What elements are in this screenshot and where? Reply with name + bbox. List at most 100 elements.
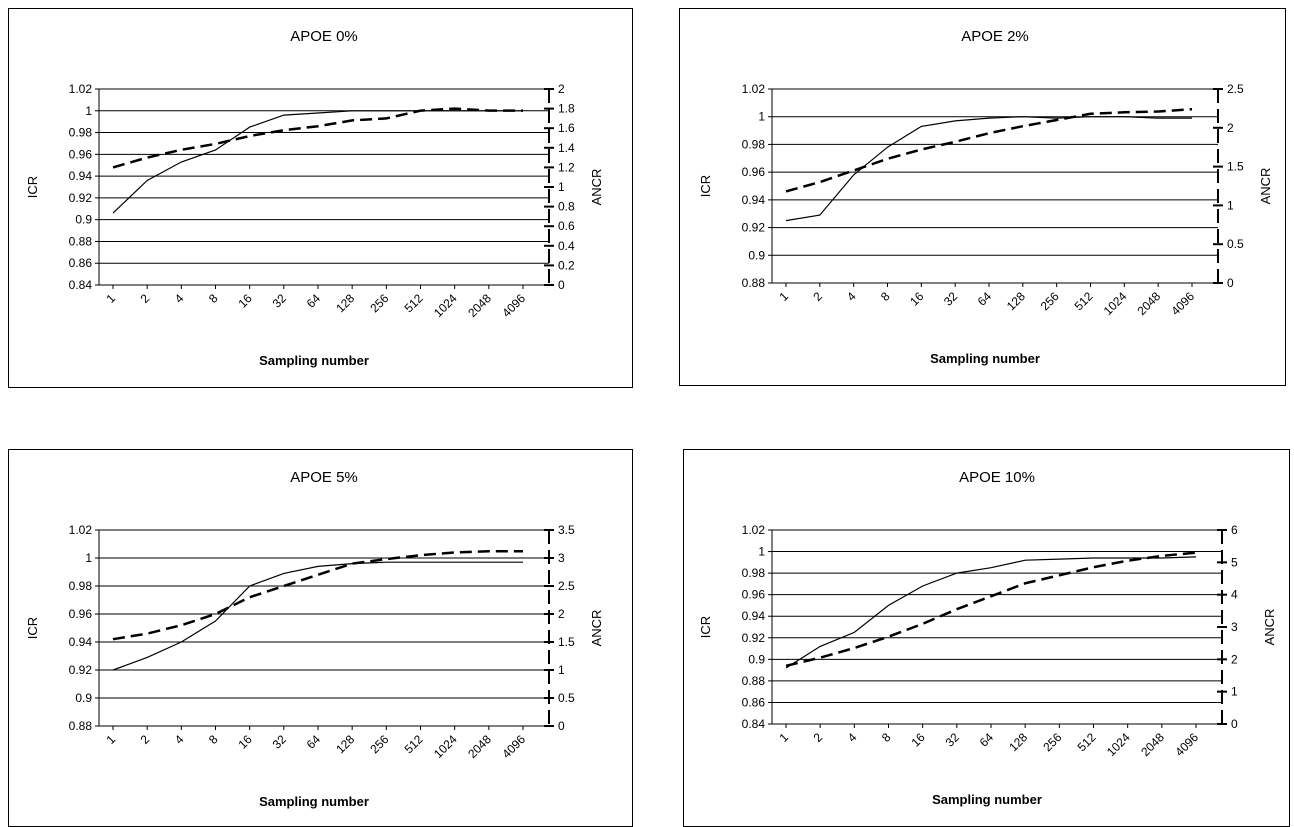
icr-series-line (785, 556, 1197, 669)
y2-tick-label: 6 (1231, 523, 1238, 537)
y2-tick-label: 1.6 (558, 121, 575, 135)
y-tick-label: 0.9 (75, 213, 92, 227)
icr-series-line (112, 110, 523, 214)
y-tick-label: 1 (758, 110, 765, 124)
y2-tick-label: 2 (558, 82, 565, 96)
y2-tick-label: 2 (1227, 121, 1234, 135)
y2-tick-label: 0.5 (1227, 237, 1244, 251)
y-tick-label: 0.98 (69, 579, 93, 593)
chart-title: APOE 2% (961, 28, 1029, 45)
y-tick-label: 0.98 (742, 137, 766, 151)
x-tick-label: 2 (810, 289, 825, 304)
y2-axis-label: ANCR (589, 610, 604, 647)
y2-tick-label: 0.6 (558, 219, 575, 233)
y2-tick-label: 0 (558, 719, 565, 733)
x-tick-label: 4 (172, 291, 187, 306)
y-tick-label: 0.92 (69, 663, 93, 677)
chart-panel-apoe-0: APOE 0% 0.84 0.86 0.88 0.9 0.92 0.94 0.96 0.98 1 1… (8, 8, 633, 388)
x-tick-label: 1024 (431, 291, 460, 320)
y2-tick-label: 2.5 (1227, 82, 1244, 96)
y-tick-label: 0.88 (742, 276, 766, 290)
x-tick-label: 128 (1006, 730, 1030, 754)
x-tick-label: 2 (138, 732, 153, 747)
y2-tick-label: 1 (1227, 198, 1234, 212)
y2-tick-label: 0 (1227, 276, 1234, 290)
x-tick-label: 16 (235, 291, 255, 311)
y-axis-label: ICR (698, 616, 713, 638)
y-tick-label: 1.02 (742, 82, 766, 96)
y-tick-label: 0.84 (742, 717, 766, 731)
x-tick-label: 8 (879, 730, 894, 745)
x-tick-label: 64 (304, 291, 324, 311)
y-tick-label: 1.02 (742, 523, 766, 537)
x-tick-label: 1 (103, 732, 118, 747)
chart-svg: APOE 0%0.840.860.880.90.920.940.960.9811… (25, 28, 604, 368)
y-tick-label: 0.98 (69, 126, 93, 140)
chart-title: APOE 0% (290, 28, 358, 45)
y-tick-label: 0.94 (69, 635, 93, 649)
y2-tick-label: 4 (1231, 588, 1238, 602)
y2-tick-label: 0.2 (558, 258, 575, 272)
x-tick-label: 2048 (465, 291, 494, 320)
y-tick-label: 0.9 (75, 691, 92, 705)
y-tick-label: 0.98 (742, 566, 766, 580)
x-tick-label: 32 (270, 291, 290, 311)
x-tick-label: 128 (333, 291, 357, 315)
y-tick-label: 1 (85, 551, 92, 565)
chart-title: APOE 5% (290, 469, 358, 486)
y-tick-label: 0.86 (69, 256, 93, 270)
y2-tick-label: 2.5 (558, 579, 575, 593)
y-tick-label: 1 (85, 104, 92, 118)
y2-axis-label: ANCR (1258, 168, 1273, 205)
y-tick-label: 0.96 (69, 147, 93, 161)
y-tick-label: 0.96 (69, 607, 93, 621)
y2-tick-label: 0 (558, 278, 565, 292)
y2-tick-label: 1 (1231, 685, 1238, 699)
y2-tick-label: 3 (558, 551, 565, 565)
x-tick-label: 2 (811, 730, 826, 745)
y2-tick-label: 1.5 (1227, 160, 1244, 174)
x-tick-label: 4096 (1168, 289, 1197, 318)
x-tick-label: 2048 (1138, 730, 1167, 759)
x-axis-label: Sampling number (259, 794, 369, 809)
x-tick-label: 32 (270, 732, 290, 752)
chart-svg: APOE 10% 0.84 0.86 0.88 0.9 0.92 0.94 0.96 0.98 1… (698, 469, 1277, 807)
x-tick-label: 128 (1004, 289, 1028, 313)
y2-tick-label: 1.8 (558, 102, 575, 116)
icr-series-line (785, 116, 1192, 222)
x-tick-label: 8 (206, 732, 221, 747)
x-tick-label: 512 (1075, 730, 1099, 754)
y2-tick-label: 1 (558, 180, 565, 194)
y2-tick-label: 1.4 (558, 141, 575, 155)
x-tick-label: 1024 (1104, 730, 1133, 759)
chart-title: APOE 10% (959, 469, 1035, 486)
y2-tick-label: 2 (1231, 652, 1238, 666)
y2-tick-label: 5 (1231, 555, 1238, 569)
y-tick-label: 0.94 (742, 609, 766, 623)
x-tick-label: 4096 (1172, 730, 1201, 759)
x-tick-label: 16 (908, 730, 928, 750)
y-tick-label: 0.86 (742, 695, 766, 709)
x-tick-label: 8 (206, 291, 221, 306)
icr-series-line (112, 561, 523, 671)
x-axis-label: Sampling number (930, 351, 1040, 366)
y-tick-label: 0.92 (742, 221, 766, 235)
x-tick-label: 4 (845, 730, 860, 745)
y-tick-label: 0.92 (742, 631, 766, 645)
x-tick-label: 64 (304, 732, 324, 752)
x-tick-label: 32 (941, 289, 961, 309)
ancr-series-line (785, 551, 1197, 668)
y-tick-label: 1.02 (69, 523, 93, 537)
x-tick-label: 4 (844, 289, 859, 304)
y2-tick-label: 0.5 (558, 691, 575, 705)
x-tick-label: 64 (975, 289, 995, 309)
x-tick-label: 16 (235, 732, 255, 752)
x-tick-label: 256 (1040, 730, 1064, 754)
x-tick-label: 2048 (465, 732, 494, 761)
ancr-series-line (785, 107, 1193, 193)
x-tick-label: 4096 (499, 291, 528, 320)
y-tick-label: 0.96 (742, 588, 766, 602)
x-axis-label: Sampling number (932, 792, 1042, 807)
y2-tick-label: 1.5 (558, 635, 575, 649)
y2-tick-label: 0.8 (558, 200, 575, 214)
